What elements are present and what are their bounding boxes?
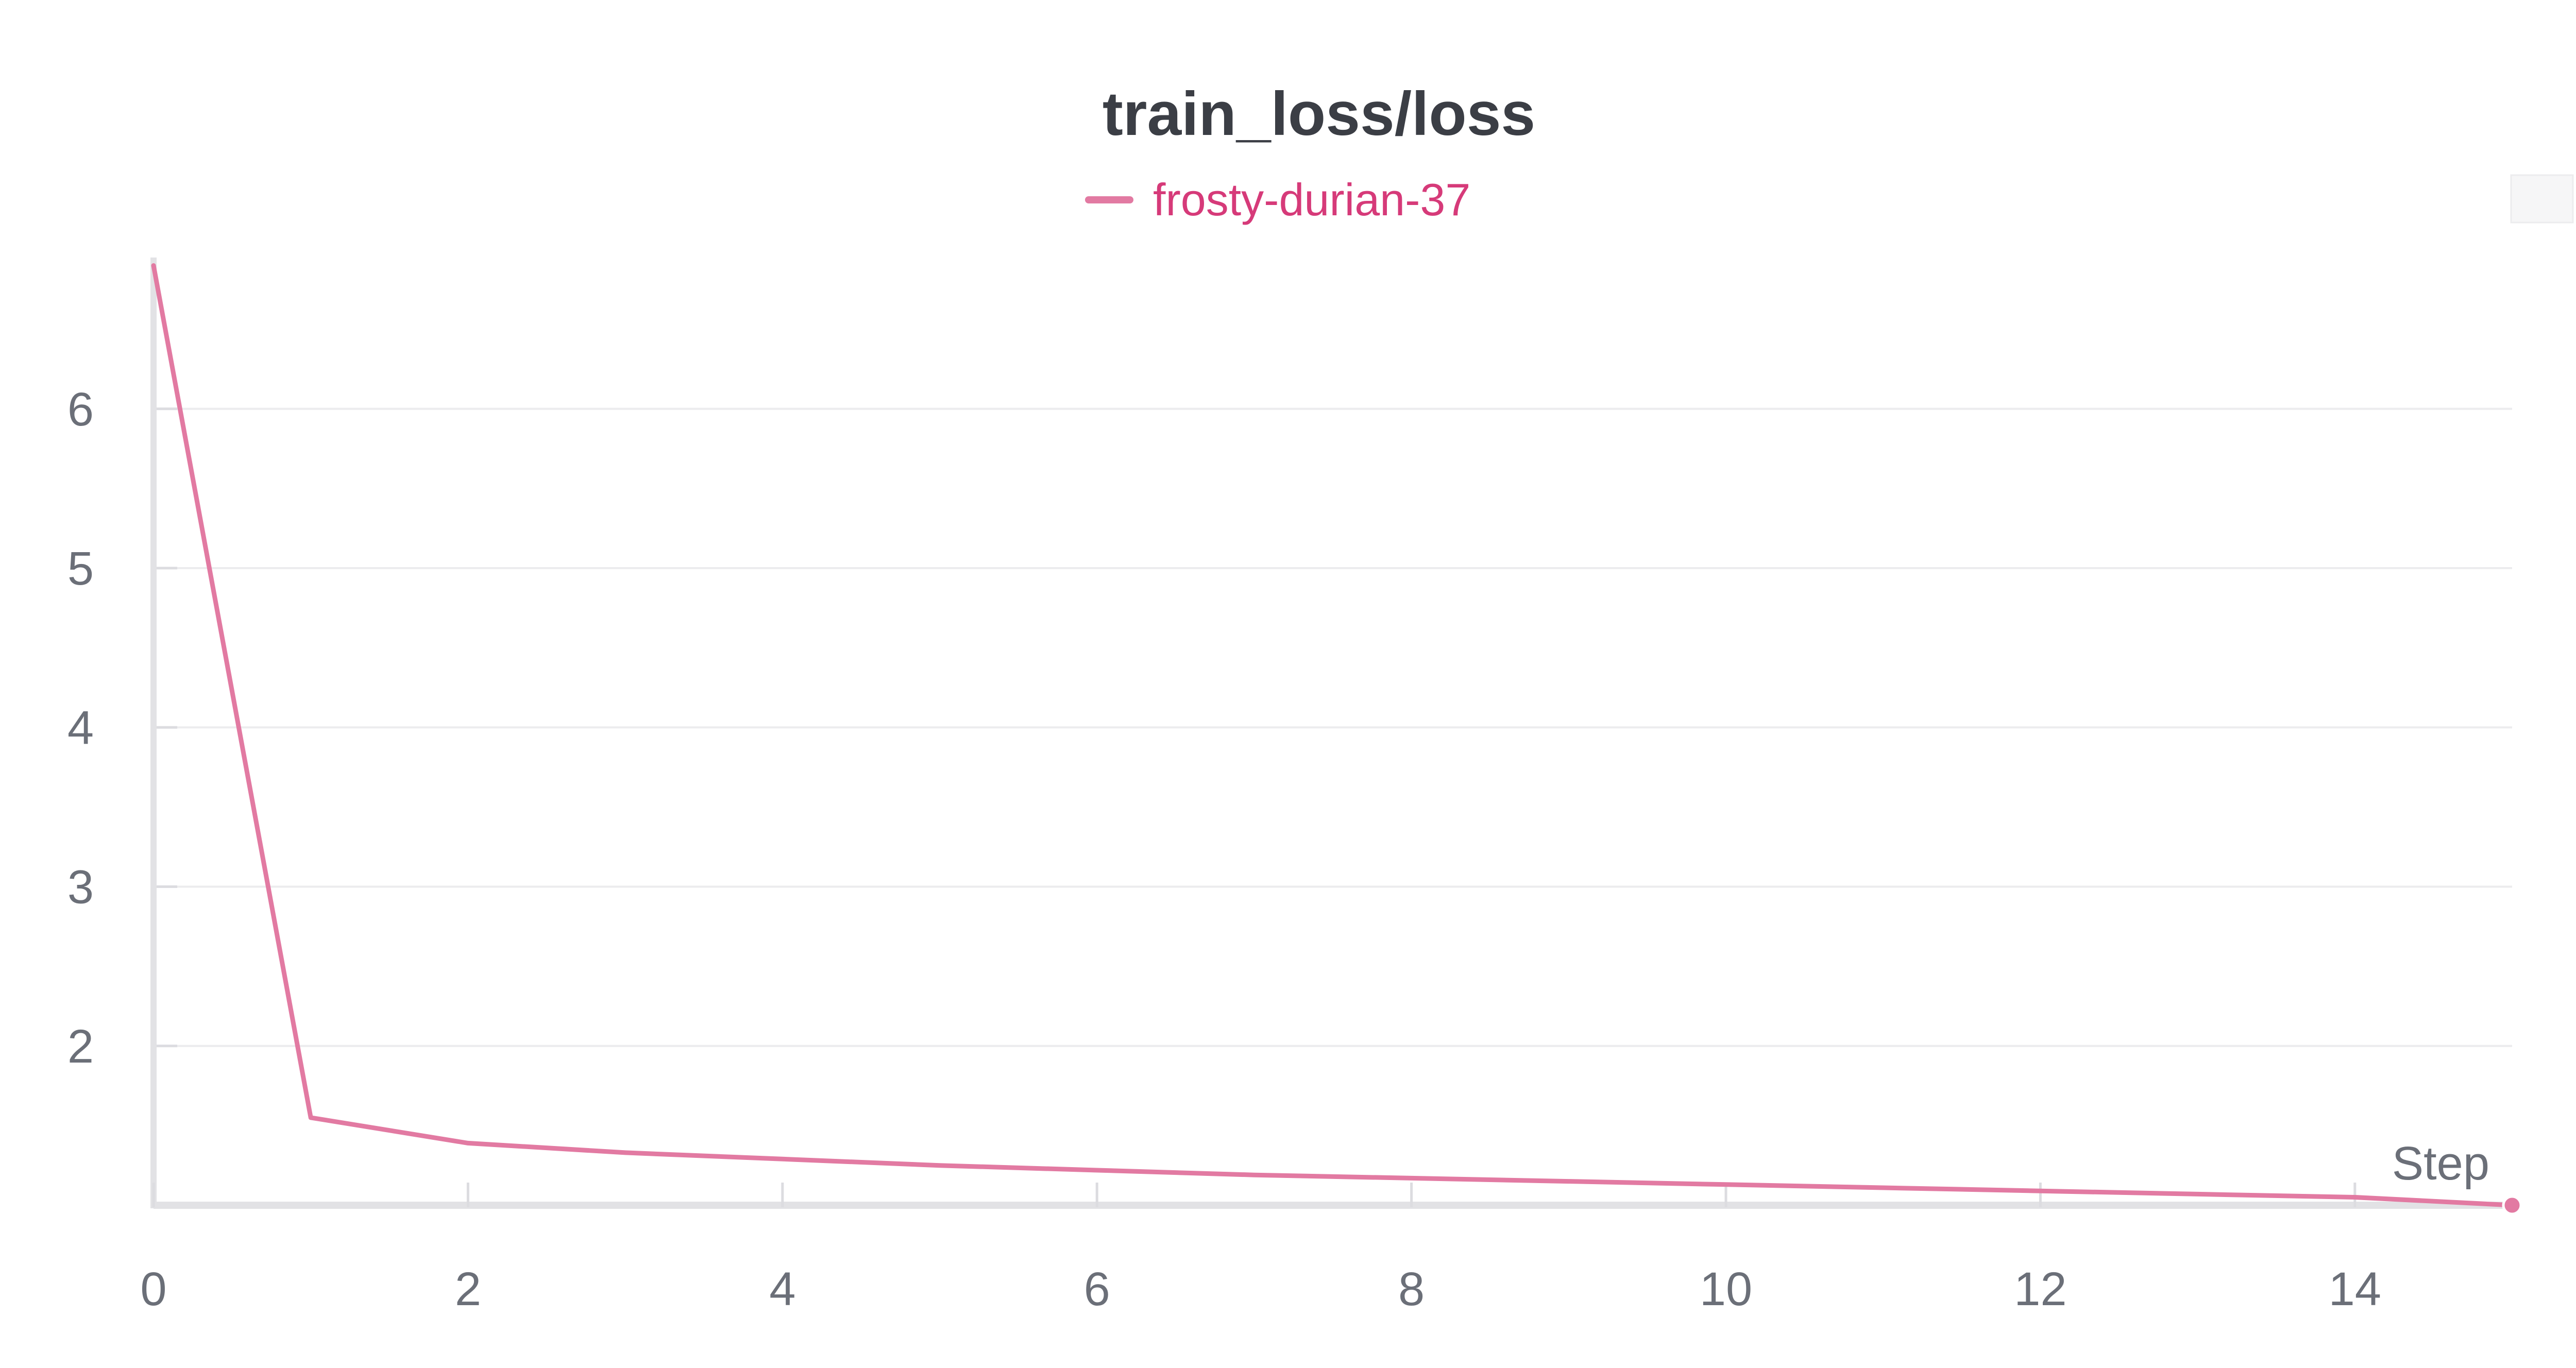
x-tick-label: 12 xyxy=(2014,1263,2066,1315)
series-layer xyxy=(151,263,2522,1216)
chart-title: train_loss/loss xyxy=(1103,79,1535,148)
x-tick-label: 14 xyxy=(2329,1263,2381,1315)
series-last-point xyxy=(2502,1195,2522,1216)
grid xyxy=(154,407,2512,1047)
x-tick-label: 10 xyxy=(1700,1263,1752,1315)
x-tick-label: 2 xyxy=(455,1263,481,1315)
x-axis-title: Step xyxy=(2392,1137,2489,1190)
y-tick-label: 2 xyxy=(67,1020,94,1073)
x-tick-label: 6 xyxy=(1084,1263,1110,1315)
legend: frosty-durian-37 xyxy=(1085,174,1470,225)
x-tick-label: 8 xyxy=(1398,1263,1425,1315)
y-tick-label: 5 xyxy=(67,542,94,595)
y-tick-label: 3 xyxy=(67,861,94,914)
x-tick-label: 4 xyxy=(769,1263,795,1315)
y-tick-label: 6 xyxy=(67,383,94,436)
series-line-0 xyxy=(151,263,2515,1208)
axes: 2 3 4 5 6 0 2 4 6 8 10 12 14 xyxy=(67,258,2512,1315)
chart-toolbar-button[interactable] xyxy=(2510,174,2574,224)
x-tick-label: 0 xyxy=(140,1263,166,1315)
legend-label: frosty-durian-37 xyxy=(1153,174,1470,225)
y-tick-label: 4 xyxy=(67,702,94,754)
